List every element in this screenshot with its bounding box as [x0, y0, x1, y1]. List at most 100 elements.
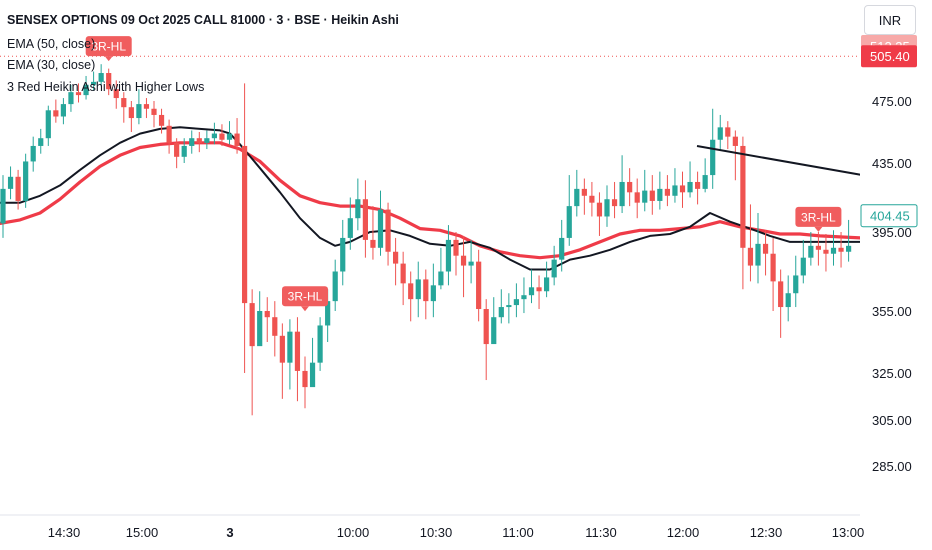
candle-body [121, 98, 127, 108]
candle-body [234, 133, 240, 146]
candle-body [91, 81, 97, 85]
signal-text: 3R-HL [91, 40, 126, 54]
candle-body [423, 279, 429, 302]
candle-body [528, 287, 535, 296]
candle-body [762, 243, 769, 254]
signal-box [282, 286, 328, 307]
candle-body [634, 192, 640, 203]
candle-body [45, 110, 51, 139]
trendline [696, 145, 863, 176]
candle-body [611, 199, 618, 207]
candle-body [627, 181, 633, 193]
candle-body [393, 251, 399, 264]
candle-body [106, 73, 112, 90]
price-axis: 475.00 435.00 395.00 355.00 325.00 305.00 285.… [860, 0, 932, 550]
candle-body [702, 175, 708, 189]
candle-body [309, 362, 316, 388]
candle-body [272, 317, 278, 336]
signal-box [795, 206, 842, 227]
price-tag-prev-close-text: 505.40 [870, 49, 910, 64]
y-tick-label: 355.00 [872, 304, 912, 319]
x-tick-label: 11:00 [502, 525, 534, 540]
chart-title: SENSEX OPTIONS 09 Oct 2025 CALL 81000 · … [7, 13, 399, 27]
candle-body [476, 261, 482, 310]
candle-body [355, 199, 361, 219]
price-tag-prev-close-box [861, 45, 917, 68]
candle-body [347, 218, 353, 238]
candle-body [551, 259, 557, 278]
candle-body [264, 311, 270, 318]
candle-body [664, 188, 670, 196]
price-tag-current: 404.45 [860, 204, 918, 228]
candle-body [377, 209, 384, 248]
candle-body [732, 136, 738, 146]
x-tick-label: 13:00 [832, 525, 865, 540]
legend-signal-indicator[interactable]: 3 Red Heikin Ashi with Higher Lows [7, 80, 205, 94]
candle-body [113, 89, 119, 99]
x-tick-label: 11:30 [585, 525, 617, 540]
ema-layer [0, 126, 862, 271]
x-tick-label: 10:30 [420, 525, 453, 540]
x-tick-label: 12:30 [750, 525, 783, 540]
x-tick-label: 3 [226, 525, 233, 540]
candle-body [808, 245, 814, 258]
signal-text: 3R-HL [801, 210, 836, 224]
overlay-layer [696, 145, 863, 176]
candle-body [581, 188, 587, 196]
legend-ema30[interactable]: EMA (30, close) [7, 58, 96, 72]
candle-body [536, 287, 542, 292]
x-tick-label: 10:00 [337, 525, 370, 540]
candle-body [838, 247, 844, 252]
candle-body [679, 185, 686, 193]
candle-body [687, 181, 693, 193]
candle-body [596, 202, 603, 217]
candle-body [815, 245, 821, 250]
candle-body [506, 305, 512, 308]
signal-pointer [814, 226, 823, 232]
candle-body [340, 237, 346, 272]
candle-body [559, 237, 565, 260]
candle-body [75, 92, 82, 96]
candle-body [181, 145, 187, 157]
ema30-line [0, 141, 862, 260]
candle-body [725, 127, 731, 137]
candle-body [362, 199, 368, 240]
candle-body [332, 271, 338, 302]
candle-body [589, 195, 595, 203]
currency-selector[interactable]: INR [864, 5, 916, 35]
candle-body [438, 271, 444, 286]
candle-body [204, 138, 210, 143]
candle-body [717, 127, 723, 140]
ema50-line [0, 126, 861, 271]
y-tick-label: 325.00 [872, 366, 912, 381]
candle-body [672, 185, 678, 196]
candle-body [257, 311, 263, 347]
candle-body [770, 253, 776, 282]
candle-body [823, 249, 829, 254]
candle-body [211, 133, 217, 139]
candle-body [408, 283, 414, 300]
price-tag-current-text: 404.45 [870, 209, 910, 224]
x-tick-label: 12:00 [667, 525, 700, 540]
candle-body [226, 133, 233, 140]
candle-body [60, 104, 66, 117]
candle-body [7, 176, 14, 189]
candle-body [158, 114, 165, 126]
candles-layer [0, 64, 852, 416]
candle-body [574, 188, 580, 207]
candle-body [657, 188, 663, 201]
price-axis-bg [860, 0, 932, 550]
candle-body [566, 206, 572, 238]
y-tick-label: 435.00 [872, 156, 912, 171]
y-tick-label: 305.00 [872, 413, 912, 428]
candle-body [370, 239, 376, 248]
candle-body [604, 199, 610, 217]
y-tick-label: 285.00 [872, 459, 912, 474]
legend-ema50[interactable]: EMA (50, close) [7, 37, 96, 51]
candle-body [219, 133, 225, 140]
signal-label: 3R-HL [85, 36, 132, 62]
candle-body [0, 188, 6, 224]
x-tick-label: 14:30 [48, 525, 81, 540]
candle-body [483, 309, 489, 345]
